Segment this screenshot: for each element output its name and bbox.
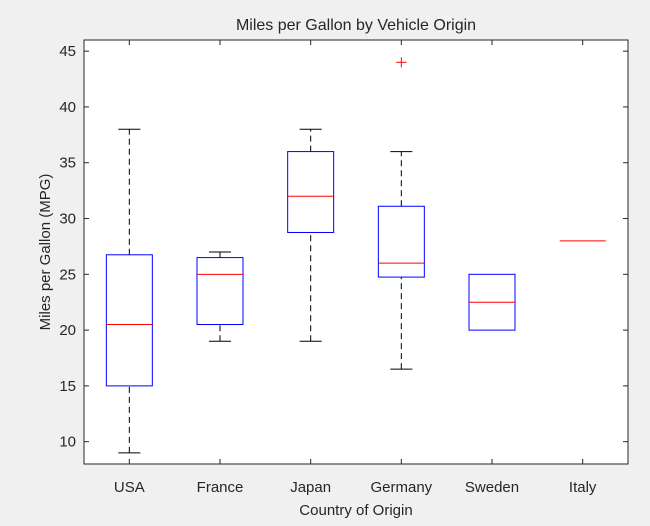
ticks-layer: 10 15 20 25 30 35 40 45 USA France Japan Germany Swe… — [59, 40, 628, 496]
x-tick-label: Italy — [569, 479, 597, 496]
y-tick-label: 10 — [59, 434, 76, 451]
axes-frame — [83, 39, 629, 465]
box-rect — [287, 151, 335, 233]
box-rect — [377, 205, 425, 278]
y-tick-label: 40 — [59, 99, 76, 116]
x-tick-label: Japan — [290, 479, 331, 496]
chart-title: Miles per Gallon by Vehicle Origin — [236, 17, 476, 34]
y-tick-label: 15 — [59, 378, 76, 395]
y-tick-label: 20 — [59, 322, 76, 339]
y-tick-label: 45 — [59, 43, 76, 60]
box-rect — [105, 254, 153, 387]
box-usa — [105, 128, 153, 454]
box-rect — [196, 257, 244, 326]
box-sweden — [468, 273, 516, 331]
boxes-layer — [105, 57, 606, 454]
outlier-marker — [396, 57, 407, 68]
box-japan — [287, 128, 335, 342]
y-axis-label: Miles per Gallon (MPG) — [37, 174, 54, 331]
x-tick-label: France — [197, 479, 244, 496]
x-tick-label: Sweden — [465, 479, 519, 496]
plot-area — [84, 40, 628, 464]
y-tick-label: 25 — [59, 266, 76, 283]
x-axis-label: Country of Origin — [299, 502, 412, 519]
x-tick-label: Germany — [370, 479, 432, 496]
y-tick-label: 30 — [59, 211, 76, 228]
box-france — [196, 251, 244, 342]
y-tick-label: 35 — [59, 155, 76, 172]
box-germany — [377, 57, 425, 370]
x-tick-label: USA — [114, 479, 145, 496]
